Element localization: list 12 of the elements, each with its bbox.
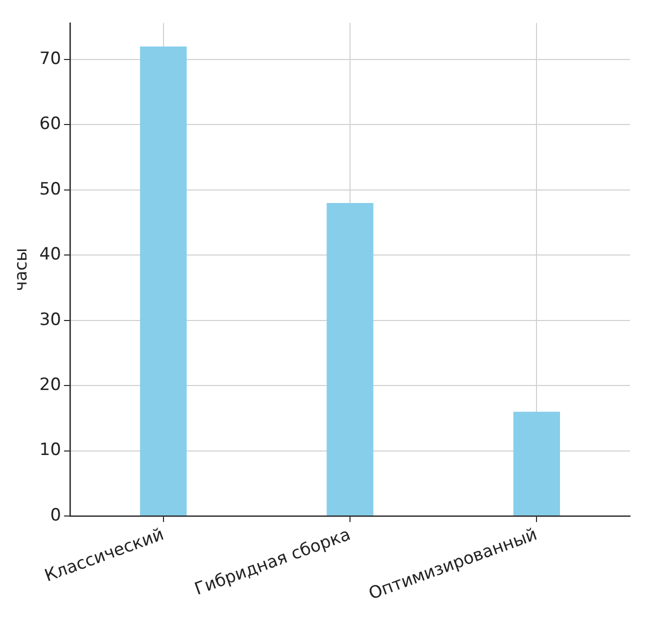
y-axis-title: часы: [12, 248, 32, 292]
y-tick-label: 40: [39, 244, 62, 265]
y-tick-label: 60: [39, 114, 62, 134]
y-tick-label: 20: [39, 375, 62, 396]
y-tick-label: 10: [39, 440, 62, 460]
y-tick-label: 0: [50, 505, 62, 526]
y-tick-label: 50: [39, 179, 62, 200]
y-tick-label: 70: [39, 48, 62, 69]
bar: [326, 203, 374, 516]
bar: [140, 46, 187, 516]
bar: [513, 412, 560, 516]
y-tick-label: 30: [39, 310, 62, 330]
